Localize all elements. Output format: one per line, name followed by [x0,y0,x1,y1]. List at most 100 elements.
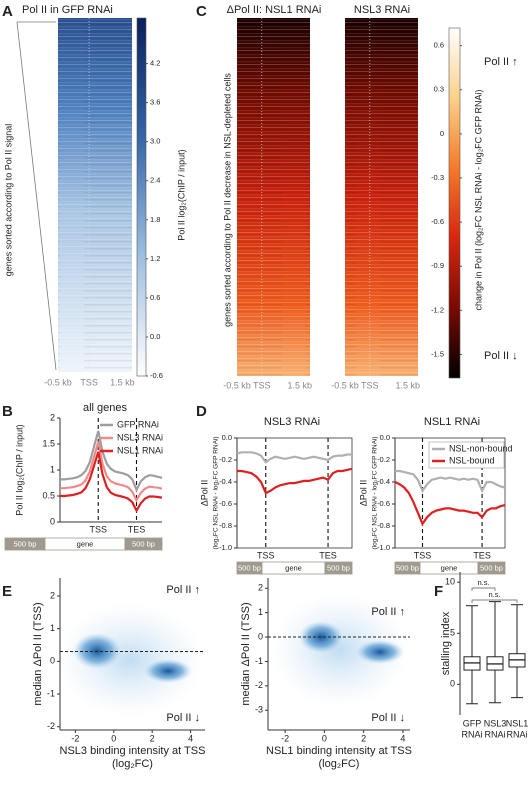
y-tick-label: 0 [258,631,263,641]
density [356,640,404,664]
gene-bar-label: 500 bp [327,563,350,572]
colorbar-tick-label: -0.3 [431,173,444,182]
x-tick-label: 1.5 kb [110,377,135,387]
series-line [236,451,352,464]
colorbar-tick-label: 3.6 [150,98,160,107]
x-tick-label: TSS [80,377,98,387]
colorbar-tick-label: 0.0 [150,332,160,341]
gene-bar-label: 500 bp [238,563,261,572]
colorbar-tick-label: 0.3 [434,85,444,94]
panel-title: NSL3 RNAi [264,416,320,428]
y-tick-label: -0.6 [377,499,390,508]
significance-label: n.s. [488,590,500,599]
x-axis-label: NSL3 binding intensity at TSS [60,745,206,757]
y-tick-label: 2 [50,412,55,422]
y-tick-label: -1.0 [219,543,232,552]
x-tick-label: 4 [400,733,405,743]
x-tick-label: TSS [414,550,432,560]
colorbar-tick-label: 0 [440,129,444,138]
panel-letter: A [2,3,13,20]
legend-label: NSL-non-bound [449,443,513,453]
colorbar-tick-label: -1.5 [431,349,444,358]
y-tick-label: -0.2 [377,455,390,464]
significance-bracket [471,599,518,603]
y-tick-label: 0 [50,656,55,666]
y-axis-label: median ΔPol II (TSS) [240,602,252,705]
colorbar-tick-label: -0.9 [431,261,444,270]
colorbar [136,17,147,377]
colorbar-tick-label: 4.2 [150,59,160,68]
density [144,659,192,683]
x-tick-label: TES [319,550,337,560]
annotation: Pol II ↓ [371,712,405,724]
x-tick-label: 0 [322,733,327,743]
x-tick-label: RNAi [461,729,482,739]
x-tick-label: TSS [361,380,379,390]
y-axis-label: (log₂FC NSL RNAi - log₂FC GFP RNAi) [213,436,220,549]
series-line [395,469,506,494]
gene-bar-label: 500 bp [480,563,503,572]
y-axis-label: stalling index [440,611,452,675]
y-tick-label: 1 [258,607,263,617]
annotation: Pol II ↓ [166,712,200,724]
colorbar-tick-label: 3.0 [150,137,160,146]
panel-title: NSL1 RNAi [424,416,480,428]
y-tick-label: -2 [255,680,263,690]
gene-bar [124,537,163,551]
legend-label: NSL-bound [449,455,495,465]
y-tick-label: 10 [445,577,455,587]
significance-label: n.s. [477,578,489,587]
y-tick-label: 1 [50,464,55,474]
plot-frame [236,437,353,549]
y-axis-label: ΔPol II [358,480,368,507]
y-tick-label: 1 [50,623,55,633]
y-tick-label: -1 [47,688,55,698]
gene-bar-label: 500 bp [132,539,155,548]
series-line [394,481,506,527]
panel-letter: F [434,583,443,600]
annotation: Pol II ↑ [166,584,200,596]
x-tick-label: 1.5 kb [396,380,421,390]
colorbar-tick-label: -0.6 [150,371,163,380]
legend-label: NSL3 RNAi [117,432,163,442]
series-line [60,441,163,503]
y-axis-label: ΔPol II [199,480,209,507]
x-tick-label: -2 [281,733,289,743]
series-line [60,430,163,493]
plot-frame [394,437,506,549]
series-line [60,451,163,513]
x-tick-label: TSS [253,380,271,390]
y-tick-label: -3 [255,705,263,715]
density [73,633,121,669]
colorbar-tick-label: 0.6 [150,293,160,302]
gene-bar-label: gene [285,563,302,572]
x-axis-label: (log₂FC) [112,758,153,770]
y-tick-label: -1.0 [377,543,390,552]
legend-label: NSL1 RNAi [117,445,163,455]
x-tick-label: NSL3 [484,718,507,728]
legend-label: GFP RNAi [117,419,159,429]
colorbar-tick-label: 1.8 [150,215,160,224]
heatmap-texture [345,18,418,376]
gene-bar-label: gene [77,539,94,548]
x-tick-label: 4 [188,733,193,743]
colorbar-tick-label: 2.4 [150,176,160,185]
gene-bar-label: 500 bp [14,539,37,548]
x-tick-label: RNAi [484,729,505,739]
x-axis-label: NSL1 binding intensity at TSS [266,745,412,757]
panel-title: all genes [83,402,128,414]
y-tick-label: -0.6 [219,499,232,508]
y-axis-label: (log₂FC NSL RNAi - log₂FC GFP RNAi) [372,436,379,549]
x-tick-label: -0.5 kb [331,380,359,390]
x-tick-label: 0 [111,733,116,743]
x-tick-label: NSL1 [506,718,529,728]
colorbar-tick-label: 0.6 [434,41,444,50]
panel-letter: E [2,583,12,600]
y-tick-label: -0.8 [377,521,390,530]
sort-wedge [16,21,57,371]
x-tick-label: 2 [150,733,155,743]
annotation: Pol II ↑ [484,56,518,68]
y-tick-label: -0.4 [377,477,390,486]
x-tick-label: -0.5 kb [223,380,251,390]
